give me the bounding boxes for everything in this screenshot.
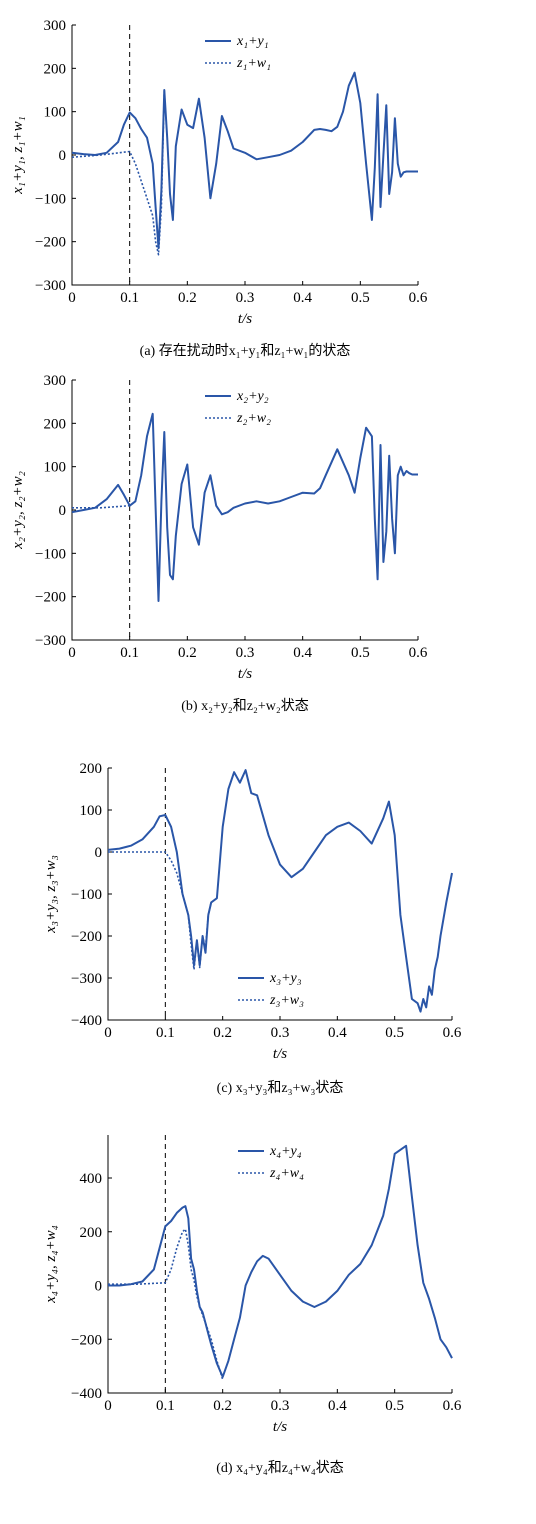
y-tick-label: 0 bbox=[59, 148, 67, 164]
x-tick-label: 0.1 bbox=[156, 1398, 175, 1414]
y-tick-label: −300 bbox=[71, 971, 102, 987]
y-axis-label: x₄+y₄, z₄+w₄ bbox=[43, 1225, 59, 1304]
x-axis-label: t/s bbox=[238, 666, 252, 682]
y-tick-label: 0 bbox=[95, 845, 103, 861]
x-tick-label: 0.6 bbox=[443, 1025, 462, 1041]
chart-caption: (d) x₄+y₄和z₄+w₄状态 bbox=[216, 1460, 343, 1476]
y-tick-label: −300 bbox=[35, 278, 66, 294]
x-tick-label: 0.1 bbox=[156, 1025, 175, 1041]
y-tick-label: 400 bbox=[80, 1171, 103, 1187]
x-tick-label: 0.3 bbox=[271, 1398, 290, 1414]
x-axis-label: t/s bbox=[273, 1046, 287, 1062]
y-tick-label: 0 bbox=[59, 503, 67, 519]
chart-a: 0 0.1 0.2 0.3 0.4 0.5 0.6 −300 −200 −100 0 100 200 30… bbox=[10, 18, 428, 359]
legend-label: x₂+y₂ bbox=[236, 389, 269, 404]
y-tick-label: −300 bbox=[35, 633, 66, 649]
x-tick-label: 0.4 bbox=[328, 1025, 347, 1041]
series-line-solid bbox=[107, 769, 453, 1013]
legend-label: z₂+w₂ bbox=[236, 411, 271, 426]
legend-label: z₃+w₃ bbox=[269, 993, 304, 1008]
x-tick-label: 0 bbox=[68, 290, 76, 306]
y-tick-label: 100 bbox=[44, 105, 67, 121]
series-line-solid bbox=[108, 1144, 453, 1378]
y-tick-label: 200 bbox=[80, 1225, 103, 1241]
x-tick-label: 0.2 bbox=[178, 290, 197, 306]
y-tick-label: −200 bbox=[35, 235, 66, 251]
x-tick-label: 0.1 bbox=[120, 645, 139, 661]
x-tick-label: 0.4 bbox=[328, 1398, 347, 1414]
y-tick-label: −400 bbox=[71, 1013, 102, 1029]
series-line-dotted bbox=[72, 500, 136, 509]
chart-panel-c: 0 0.1 0.2 0.3 0.4 0.5 0.6 −400 −300 −200 −100 0 100 2… bbox=[0, 750, 536, 1120]
x-tick-label: 0.5 bbox=[351, 290, 370, 306]
chart-panel-a: 0 0.1 0.2 0.3 0.4 0.5 0.6 −300 −200 −100 0 100 200 30… bbox=[0, 0, 536, 365]
chart-caption: (b) x₂+y₂和z₂+w₂状态 bbox=[181, 698, 308, 714]
series-line-dotted bbox=[71, 89, 166, 256]
x-tick-label: 0 bbox=[104, 1025, 112, 1041]
y-tick-label: −100 bbox=[35, 546, 66, 562]
series-line-dotted bbox=[108, 851, 212, 971]
x-tick-label: 0.6 bbox=[443, 1398, 462, 1414]
y-tick-label: −200 bbox=[35, 590, 66, 606]
y-tick-label: 0 bbox=[95, 1279, 103, 1295]
legend-label: x₁+y₁ bbox=[236, 34, 269, 49]
legend-label: x₄+y₄ bbox=[269, 1144, 302, 1159]
chart-panel-d: 0 0.1 0.2 0.3 0.4 0.5 0.6 −400 −200 0 200 400 t/s x₄+… bbox=[0, 1120, 536, 1524]
x-tick-label: 0.4 bbox=[293, 290, 312, 306]
y-tick-label: −200 bbox=[71, 929, 102, 945]
chart-caption: (a) 存在扰动时x₁+y₁和z₁+w₁的状态 bbox=[140, 343, 351, 359]
x-tick-label: 0.5 bbox=[385, 1025, 404, 1041]
y-tick-label: 200 bbox=[44, 61, 67, 77]
x-tick-label: 0.2 bbox=[213, 1398, 232, 1414]
y-tick-label: 300 bbox=[44, 373, 67, 389]
y-axis-label: x₂+y₂, z₂+w₂ bbox=[10, 471, 26, 550]
chart-d: 0 0.1 0.2 0.3 0.4 0.5 0.6 −400 −200 0 200 400 t/s x₄+… bbox=[43, 1135, 462, 1476]
x-tick-label: 0.6 bbox=[409, 290, 428, 306]
y-tick-label: −400 bbox=[71, 1386, 102, 1402]
series-line-solid bbox=[71, 412, 418, 602]
chart-caption: (c) x₃+y₃和z₃+w₃状态 bbox=[217, 1080, 344, 1096]
x-tick-label: 0.4 bbox=[293, 645, 312, 661]
x-tick-label: 0.5 bbox=[385, 1398, 404, 1414]
x-tick-label: 0.1 bbox=[120, 290, 139, 306]
y-tick-label: 300 bbox=[44, 18, 67, 34]
x-tick-label: 0.3 bbox=[271, 1025, 290, 1041]
y-tick-label: 100 bbox=[44, 460, 67, 476]
y-tick-label: 100 bbox=[80, 803, 103, 819]
x-tick-label: 0 bbox=[104, 1398, 112, 1414]
x-tick-label: 0.3 bbox=[236, 645, 255, 661]
y-tick-label: −200 bbox=[71, 1332, 102, 1348]
y-tick-label: 200 bbox=[80, 761, 103, 777]
chart-panel-b: 0 0.1 0.2 0.3 0.4 0.5 0.6 −300 −200 −100 0 100 200 30… bbox=[0, 365, 536, 750]
y-tick-label: 200 bbox=[44, 416, 67, 432]
series-line-dotted bbox=[108, 1228, 224, 1380]
legend-label: z₁+w₁ bbox=[236, 56, 271, 71]
series-line-solid bbox=[71, 71, 418, 250]
legend-label: z₄+w₄ bbox=[269, 1166, 304, 1181]
y-tick-label: −100 bbox=[35, 191, 66, 207]
y-axis-label: x₃+y₃, z₃+w₃ bbox=[43, 855, 59, 934]
chart-c: 0 0.1 0.2 0.3 0.4 0.5 0.6 −400 −300 −200 −100 0 100 2… bbox=[43, 761, 462, 1096]
chart-b: 0 0.1 0.2 0.3 0.4 0.5 0.6 −300 −200 −100 0 100 200 30… bbox=[10, 373, 428, 714]
y-axis-label: x₁+y₁, z₁+w₁ bbox=[10, 116, 26, 195]
x-tick-label: 0.2 bbox=[213, 1025, 232, 1041]
x-tick-label: 0.3 bbox=[236, 290, 255, 306]
legend-label: x₃+y₃ bbox=[269, 971, 302, 986]
x-tick-label: 0 bbox=[68, 645, 76, 661]
x-axis-label: t/s bbox=[273, 1419, 287, 1435]
x-tick-label: 0.2 bbox=[178, 645, 197, 661]
x-axis-label: t/s bbox=[238, 311, 252, 327]
y-tick-label: −100 bbox=[71, 887, 102, 903]
x-tick-label: 0.5 bbox=[351, 645, 370, 661]
x-tick-label: 0.6 bbox=[409, 645, 428, 661]
